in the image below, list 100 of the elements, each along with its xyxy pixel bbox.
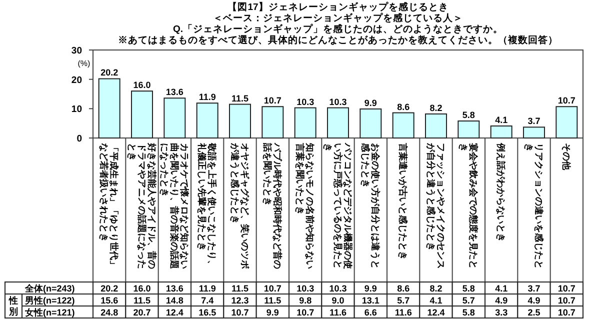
data-label: 13.6 — [166, 284, 184, 294]
data-label: 5.8 — [462, 308, 475, 318]
x-tick-label: オヤジギャグなど、笑いのツボが違うと感じたとき — [230, 142, 250, 269]
data-label: 10.3 — [296, 96, 314, 107]
data-label: 4.1 — [495, 284, 508, 294]
data-label: 16.0 — [133, 80, 151, 90]
bar — [458, 120, 480, 138]
data-label: 9.0 — [332, 296, 344, 306]
y-tick-label: 女性(n=121) — [24, 308, 75, 318]
data-label: 5.8 — [462, 110, 475, 120]
data-label: 13.6 — [166, 87, 184, 98]
data-label: 11.5 — [231, 93, 249, 104]
y-tick-label: 全体(n=243) — [24, 284, 75, 294]
data-label: 10.7 — [296, 308, 314, 318]
data-label: 5.7 — [397, 296, 410, 306]
bar — [360, 108, 382, 138]
text: Q.「ジェネレーションギャップ」を感じたのは、どのようなときですか。 — [172, 23, 504, 35]
data-label: 11.9 — [198, 92, 216, 102]
x-tick-label: バブル時代や昭和時代など昔の話を聞いたとき — [262, 142, 282, 269]
data-label: 9.9 — [364, 284, 377, 294]
data-label: 10.3 — [329, 96, 347, 107]
bar — [392, 112, 414, 138]
y-tick-label: 0 — [76, 134, 82, 144]
bar — [425, 113, 447, 138]
data-label: 4.9 — [495, 296, 508, 306]
data-label: 20.2 — [100, 68, 118, 78]
y-tick-label: 30 — [71, 46, 82, 56]
data-label: 4.1 — [430, 296, 442, 306]
data-label: 6.6 — [364, 308, 377, 318]
data-label: 8.6 — [397, 102, 410, 112]
x-tick-label: お金の使い方が自分とは違うと感じたとき — [360, 142, 380, 269]
data-label: 11.5 — [133, 296, 151, 306]
bar — [523, 126, 545, 138]
data-label: 8.6 — [397, 284, 410, 294]
data-label: 24.8 — [100, 308, 118, 318]
x-tick-label: リアクションの違いを感じたとき — [524, 143, 544, 269]
data-label: 10.7 — [558, 284, 576, 294]
x-tick-label: カラオケで懐メロなど知らない曲を聞いたり、昔の音楽の話題になったとき — [159, 143, 190, 269]
x-tick-label: ファッションやメイクのセンスが自分と違うと感じたとき — [426, 142, 446, 269]
data-label: 14.8 — [166, 296, 184, 306]
data-label: 4.9 — [528, 296, 540, 306]
data-label: 11.6 — [329, 308, 347, 318]
data-label: 5.7 — [462, 296, 475, 306]
data-label: 7.4 — [201, 296, 214, 306]
data-label: 11.6 — [394, 308, 412, 318]
data-label: 12.3 — [231, 296, 249, 306]
x-tick-label: 例え話がわからないとき — [496, 142, 506, 242]
data-label: 10.7 — [264, 96, 282, 106]
y-tick-label: 20 — [71, 74, 82, 86]
text: 性別 — [8, 296, 18, 316]
bar — [262, 106, 284, 138]
data-label: 16.0 — [133, 284, 151, 294]
data-label: 9.8 — [299, 296, 312, 306]
data-label: 20.7 — [133, 308, 151, 318]
data-label: 11.5 — [264, 296, 282, 306]
data-label: 10.7 — [231, 308, 249, 318]
data-label: 10.3 — [296, 284, 314, 294]
data-label: 3.3 — [495, 308, 508, 318]
bar — [229, 104, 251, 138]
data-label: 10.7 — [558, 96, 576, 106]
chart-subtitle: ＜ベース：ジェネレーションギャップを感じている人＞ — [213, 12, 463, 24]
data-label: 11.9 — [198, 284, 216, 294]
bar — [490, 125, 512, 138]
data-label: 8.2 — [430, 102, 442, 113]
bar — [556, 106, 578, 138]
bar — [294, 107, 316, 138]
data-label: 9.9 — [266, 308, 279, 318]
data-label: 10.7 — [264, 284, 282, 294]
data-label: 10.7 — [558, 308, 576, 318]
y-axis-title: (%) — [78, 59, 91, 68]
data-label: 10.7 — [558, 296, 576, 306]
data-label: 8.2 — [430, 284, 442, 294]
x-tick-label: 「平成生まれ」「ゆとり世代」など若者扱いされたとき — [99, 143, 120, 269]
data-label: 12.4 — [427, 308, 445, 318]
x-tick-label: 言葉遣いが古いと感じたとき — [398, 142, 408, 260]
y-tick-label: 男性(n=122) — [24, 296, 75, 306]
data-label: 10.3 — [329, 284, 347, 294]
data-label: 12.4 — [166, 308, 184, 318]
data-label: 9.9 — [364, 98, 377, 108]
data-label: 4.1 — [495, 114, 508, 125]
bar — [98, 78, 120, 138]
bar — [131, 90, 153, 138]
y-tick-label: 10 — [71, 104, 82, 116]
text: ※あてはまるものをすべて選び、具体的にどんなことがあったかを教えてください。（複数回答） — [118, 34, 558, 46]
data-label: 3.7 — [528, 284, 540, 294]
data-label: 2.5 — [528, 308, 540, 318]
x-tick-label: 知らないモノの名前や知らない言葉を聞いたとき — [295, 142, 316, 269]
data-label: 16.5 — [198, 308, 216, 318]
x-tick-label: 好きな芸能人やアイドル、昔のドラマやアニメの話題になったとき — [126, 142, 157, 269]
data-label: 11.5 — [231, 284, 249, 294]
data-label: 15.6 — [100, 296, 118, 306]
data-label: 5.8 — [462, 284, 475, 294]
x-tick-label: パソコンなどデジタル機器の使い方に戸惑っているのを見たとき — [322, 142, 353, 269]
bar — [164, 98, 186, 138]
bar — [327, 107, 349, 138]
chart-title: 【図17】ジェネレーションギャップを感じるとき — [228, 1, 448, 13]
data-label: 3.7 — [528, 116, 540, 126]
data-label: 20.2 — [100, 284, 118, 294]
x-tick-label: その他 — [561, 143, 572, 171]
data-label: 13.1 — [362, 296, 380, 306]
